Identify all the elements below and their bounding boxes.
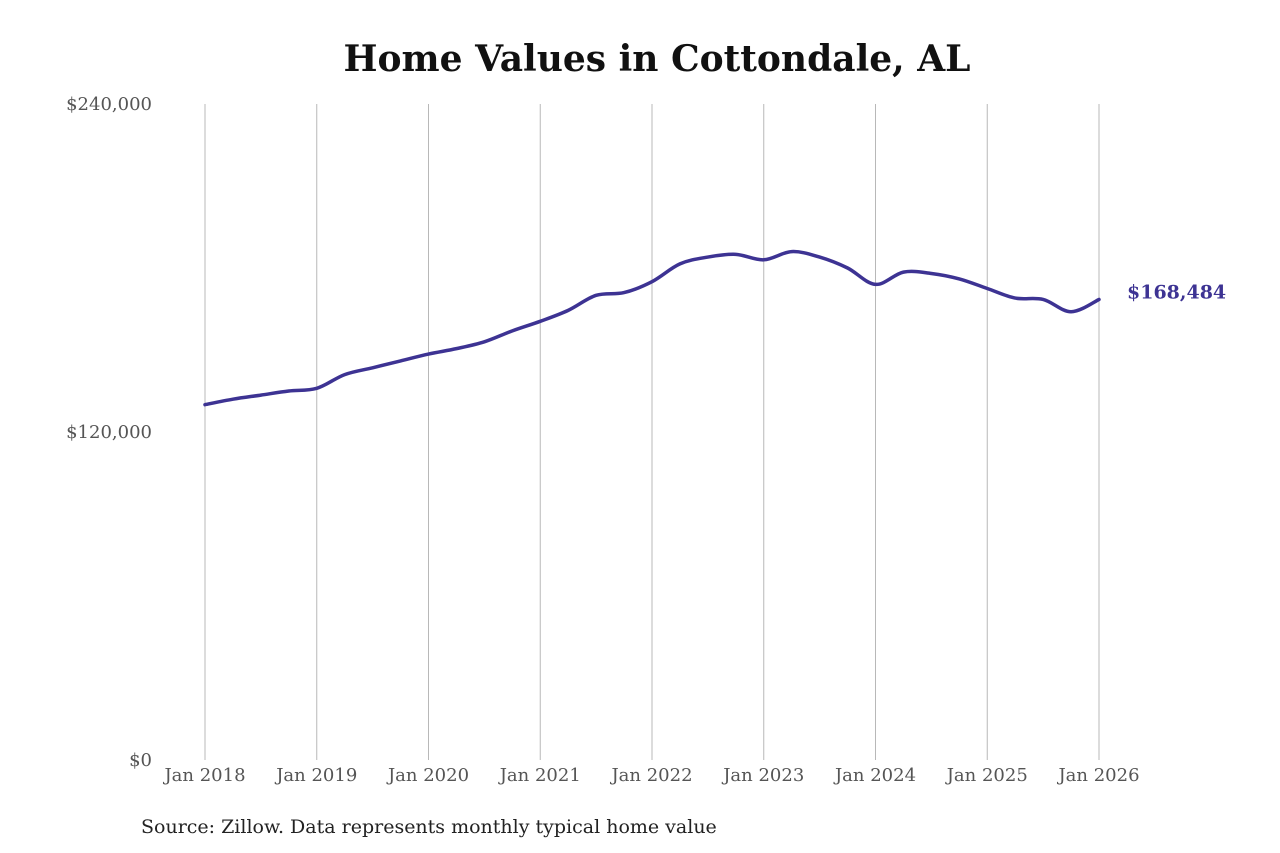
x-tick-label: Jan 2022	[609, 765, 692, 786]
y-tick-label: $120,000	[66, 422, 152, 443]
home-value-line	[203, 249, 1101, 407]
x-tick-label: Jan 2019	[274, 765, 357, 786]
x-tick-label: Jan 2025	[945, 765, 1028, 786]
x-tick-label: Jan 2020	[386, 765, 469, 786]
x-tick-label: Jan 2026	[1056, 765, 1139, 786]
x-tick-label: Jan 2024	[833, 765, 916, 786]
chart-source-note: Source: Zillow. Data represents monthly …	[141, 816, 717, 838]
y-tick-label: $240,000	[66, 94, 152, 115]
chart-title: Home Values in Cottondale, AL	[343, 38, 971, 80]
y-tick-label: $0	[129, 750, 152, 771]
end-value-label: $168,484	[1127, 281, 1226, 303]
x-tick-label: Jan 2023	[721, 765, 804, 786]
x-tick-label: Jan 2021	[498, 765, 581, 786]
x-tick-label: Jan 2018	[162, 765, 245, 786]
